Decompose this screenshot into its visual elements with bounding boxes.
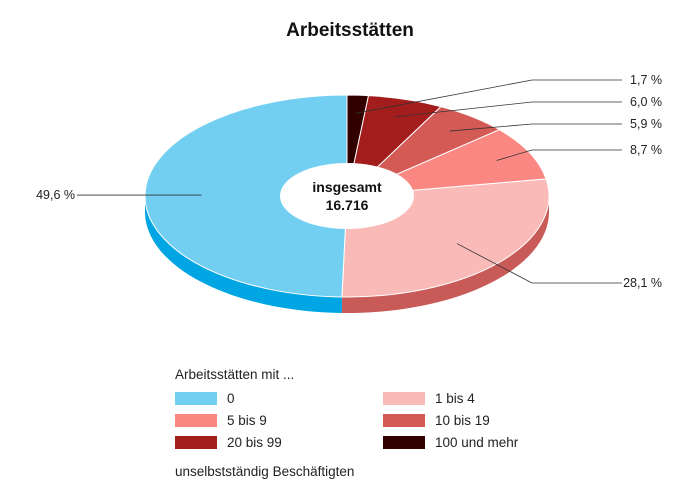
legend-item-1-bis-4: 1 bis 4 <box>383 390 583 406</box>
center-hole <box>280 163 414 229</box>
pie-side-0 <box>145 196 342 313</box>
pct-label-100-und-mehr: 1,7 % <box>630 73 662 87</box>
legend-swatch-1-bis-4 <box>383 391 425 405</box>
legend-item-10-bis-19: 10 bis 19 <box>383 412 583 428</box>
pct-label-5-bis-9: 8,7 % <box>630 143 662 157</box>
legend-title: Arbeitsstätten mit ... <box>175 367 295 382</box>
center-label-line1: insgesamt <box>312 179 382 195</box>
chart-title: Arbeitsstätten <box>286 20 414 41</box>
leader-line-10-bis-19 <box>449 123 622 132</box>
legend-item-100-und-mehr: 100 und mehr <box>383 434 583 450</box>
legend-label-5-bis-9: 5 bis 9 <box>227 412 267 428</box>
pct-label-10-bis-19: 5,9 % <box>630 117 662 131</box>
pie-side-1-bis-4 <box>341 196 549 314</box>
legend-swatch-20-bis-99 <box>175 435 217 449</box>
legend-item-20-bis-99: 20 bis 99 <box>175 434 383 450</box>
legend-swatch-5-bis-9 <box>175 413 217 427</box>
legend-swatch-100-und-mehr <box>383 435 425 449</box>
pct-label-0: 49,6 % <box>36 188 75 202</box>
legend-label-20-bis-99: 20 bis 99 <box>227 434 282 450</box>
center-label-total: 16.716 <box>326 197 369 213</box>
leader-line-1-bis-4 <box>456 243 622 284</box>
leader-line-100-und-mehr <box>355 79 622 114</box>
legend-label-0: 0 <box>227 390 235 406</box>
legend-label-1-bis-4: 1 bis 4 <box>435 390 475 406</box>
leader-line-20-bis-99 <box>395 101 622 118</box>
legend-label-100-und-mehr: 100 und mehr <box>435 434 519 450</box>
legend-grid: 0 1 bis 4 5 bis 9 10 bis 19 20 bis 99 10… <box>175 390 595 450</box>
legend-label-10-bis-19: 10 bis 19 <box>435 412 490 428</box>
legend-item-0: 0 <box>175 390 383 406</box>
pie-chart: 1,7 % 6,0 % 5,9 % 8,7 % 28,1 % 49,6 % insgesam… <box>36 73 662 314</box>
legend-item-5-bis-9: 5 bis 9 <box>175 412 383 428</box>
legend: Arbeitsstätten mit ... 0 1 bis 4 5 bis 9… <box>175 367 595 479</box>
pct-label-1-bis-4: 28,1 % <box>623 276 662 290</box>
legend-swatch-0 <box>175 391 217 405</box>
leader-line-5-bis-9 <box>496 149 622 161</box>
legend-footer: unselbstständig Beschäftigten <box>175 464 355 479</box>
pct-label-20-bis-99: 6,0 % <box>630 95 662 109</box>
legend-swatch-10-bis-19 <box>383 413 425 427</box>
